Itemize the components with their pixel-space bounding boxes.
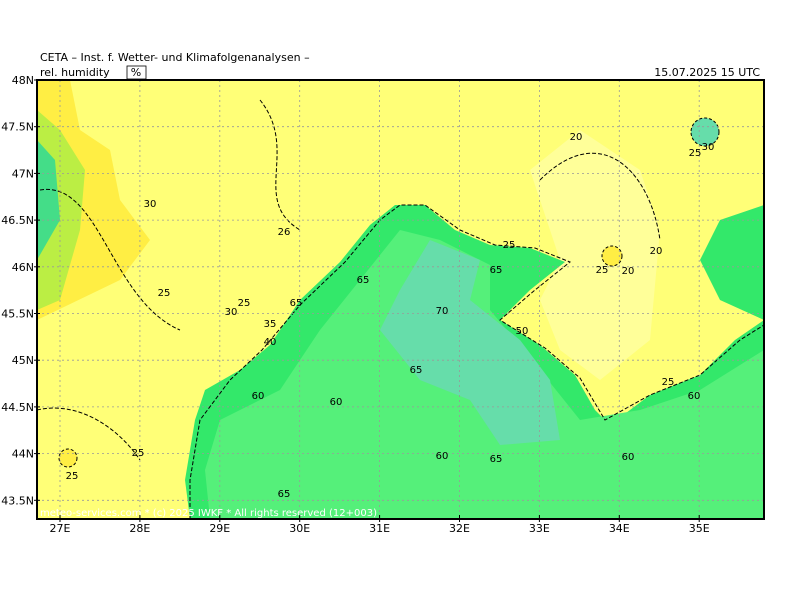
lon-label: 30E bbox=[289, 522, 310, 535]
contour-label: 25 bbox=[689, 148, 702, 159]
contour-label: 65 bbox=[290, 298, 303, 309]
lat-label: 48N bbox=[12, 74, 34, 87]
lon-label: 35E bbox=[689, 522, 710, 535]
lon-label: 28E bbox=[129, 522, 150, 535]
caucasus-wet bbox=[700, 205, 764, 320]
contour-label: 20 bbox=[570, 132, 583, 143]
valid-time: 15.07.2025 15 UTC bbox=[654, 66, 760, 79]
contour-label: 70 bbox=[436, 306, 449, 317]
graticule bbox=[37, 80, 764, 519]
contour-label: 30 bbox=[144, 199, 157, 210]
lat-label: 46.5N bbox=[1, 214, 34, 227]
footer: meteo-services.com * (c) 2025 IWKF * All… bbox=[40, 508, 377, 519]
contour-label: 25 bbox=[132, 448, 145, 459]
contour-line bbox=[37, 99, 661, 461]
contour-label: 60 bbox=[436, 451, 449, 462]
contour-label: 26 bbox=[278, 227, 291, 238]
contour-cell bbox=[58, 448, 78, 468]
contour-labels: 30 26 25 25 30 35 40 65 65 70 65 60 60 6… bbox=[66, 132, 715, 500]
axis-labels: 48N 47.5N 47N 46.5N 46N 45.5N 45N 44.5N 44N 43.5N… bbox=[1, 74, 709, 535]
contour-label: 35 bbox=[264, 319, 277, 330]
contour-label: 25 bbox=[238, 298, 251, 309]
lat-label: 45N bbox=[12, 354, 34, 367]
lat-label: 47N bbox=[12, 167, 34, 180]
lat-label: 44.5N bbox=[1, 401, 34, 414]
contour-label: 25 bbox=[662, 377, 675, 388]
map-field bbox=[37, 80, 764, 519]
contour-label: 60 bbox=[688, 391, 701, 402]
crimea-dry bbox=[530, 130, 660, 380]
contour-label: 25 bbox=[503, 240, 516, 251]
contour-label: 65 bbox=[410, 365, 423, 376]
contour-cell bbox=[690, 117, 720, 147]
contour-label: 65 bbox=[490, 454, 503, 465]
unit: % bbox=[131, 66, 141, 79]
lon-label: 32E bbox=[449, 522, 470, 535]
lon-label: 34E bbox=[609, 522, 630, 535]
contour-label: 65 bbox=[490, 265, 503, 276]
sea-very-humid bbox=[380, 240, 560, 445]
lon-label: 33E bbox=[529, 522, 550, 535]
contour-label: 60 bbox=[252, 391, 265, 402]
contour-label: 30 bbox=[702, 142, 715, 153]
contour-cell bbox=[601, 245, 623, 267]
contour-label: 60 bbox=[622, 452, 635, 463]
lon-label: 27E bbox=[50, 522, 71, 535]
contour-label: 50 bbox=[516, 326, 529, 337]
contour-line bbox=[189, 204, 764, 519]
title: CETA – Inst. f. Wetter- und Klimafolgena… bbox=[40, 51, 310, 64]
lon-label: 29E bbox=[209, 522, 230, 535]
contour-label: 20 bbox=[650, 246, 663, 257]
contour-label: 30 bbox=[225, 307, 238, 318]
contour-label: 25 bbox=[158, 288, 171, 299]
contour-label: 25 bbox=[596, 265, 609, 276]
variable: rel. humidity bbox=[40, 66, 110, 79]
contour-label: 25 bbox=[66, 471, 79, 482]
map-frame bbox=[36, 79, 765, 520]
lat-label: 45.5N bbox=[1, 308, 34, 321]
lon-label: 31E bbox=[369, 522, 390, 535]
contour-label: 20 bbox=[622, 266, 635, 277]
wet-west bbox=[37, 140, 60, 260]
contour-label: 40 bbox=[264, 337, 277, 348]
contour-label: 60 bbox=[330, 397, 343, 408]
lat-label: 47.5N bbox=[1, 121, 34, 134]
lat-label: 43.5N bbox=[1, 494, 34, 507]
contour-label: 65 bbox=[278, 489, 291, 500]
contour-label: 65 bbox=[357, 275, 370, 286]
lat-label: 44N bbox=[12, 448, 34, 461]
lat-label: 46N bbox=[12, 261, 34, 274]
